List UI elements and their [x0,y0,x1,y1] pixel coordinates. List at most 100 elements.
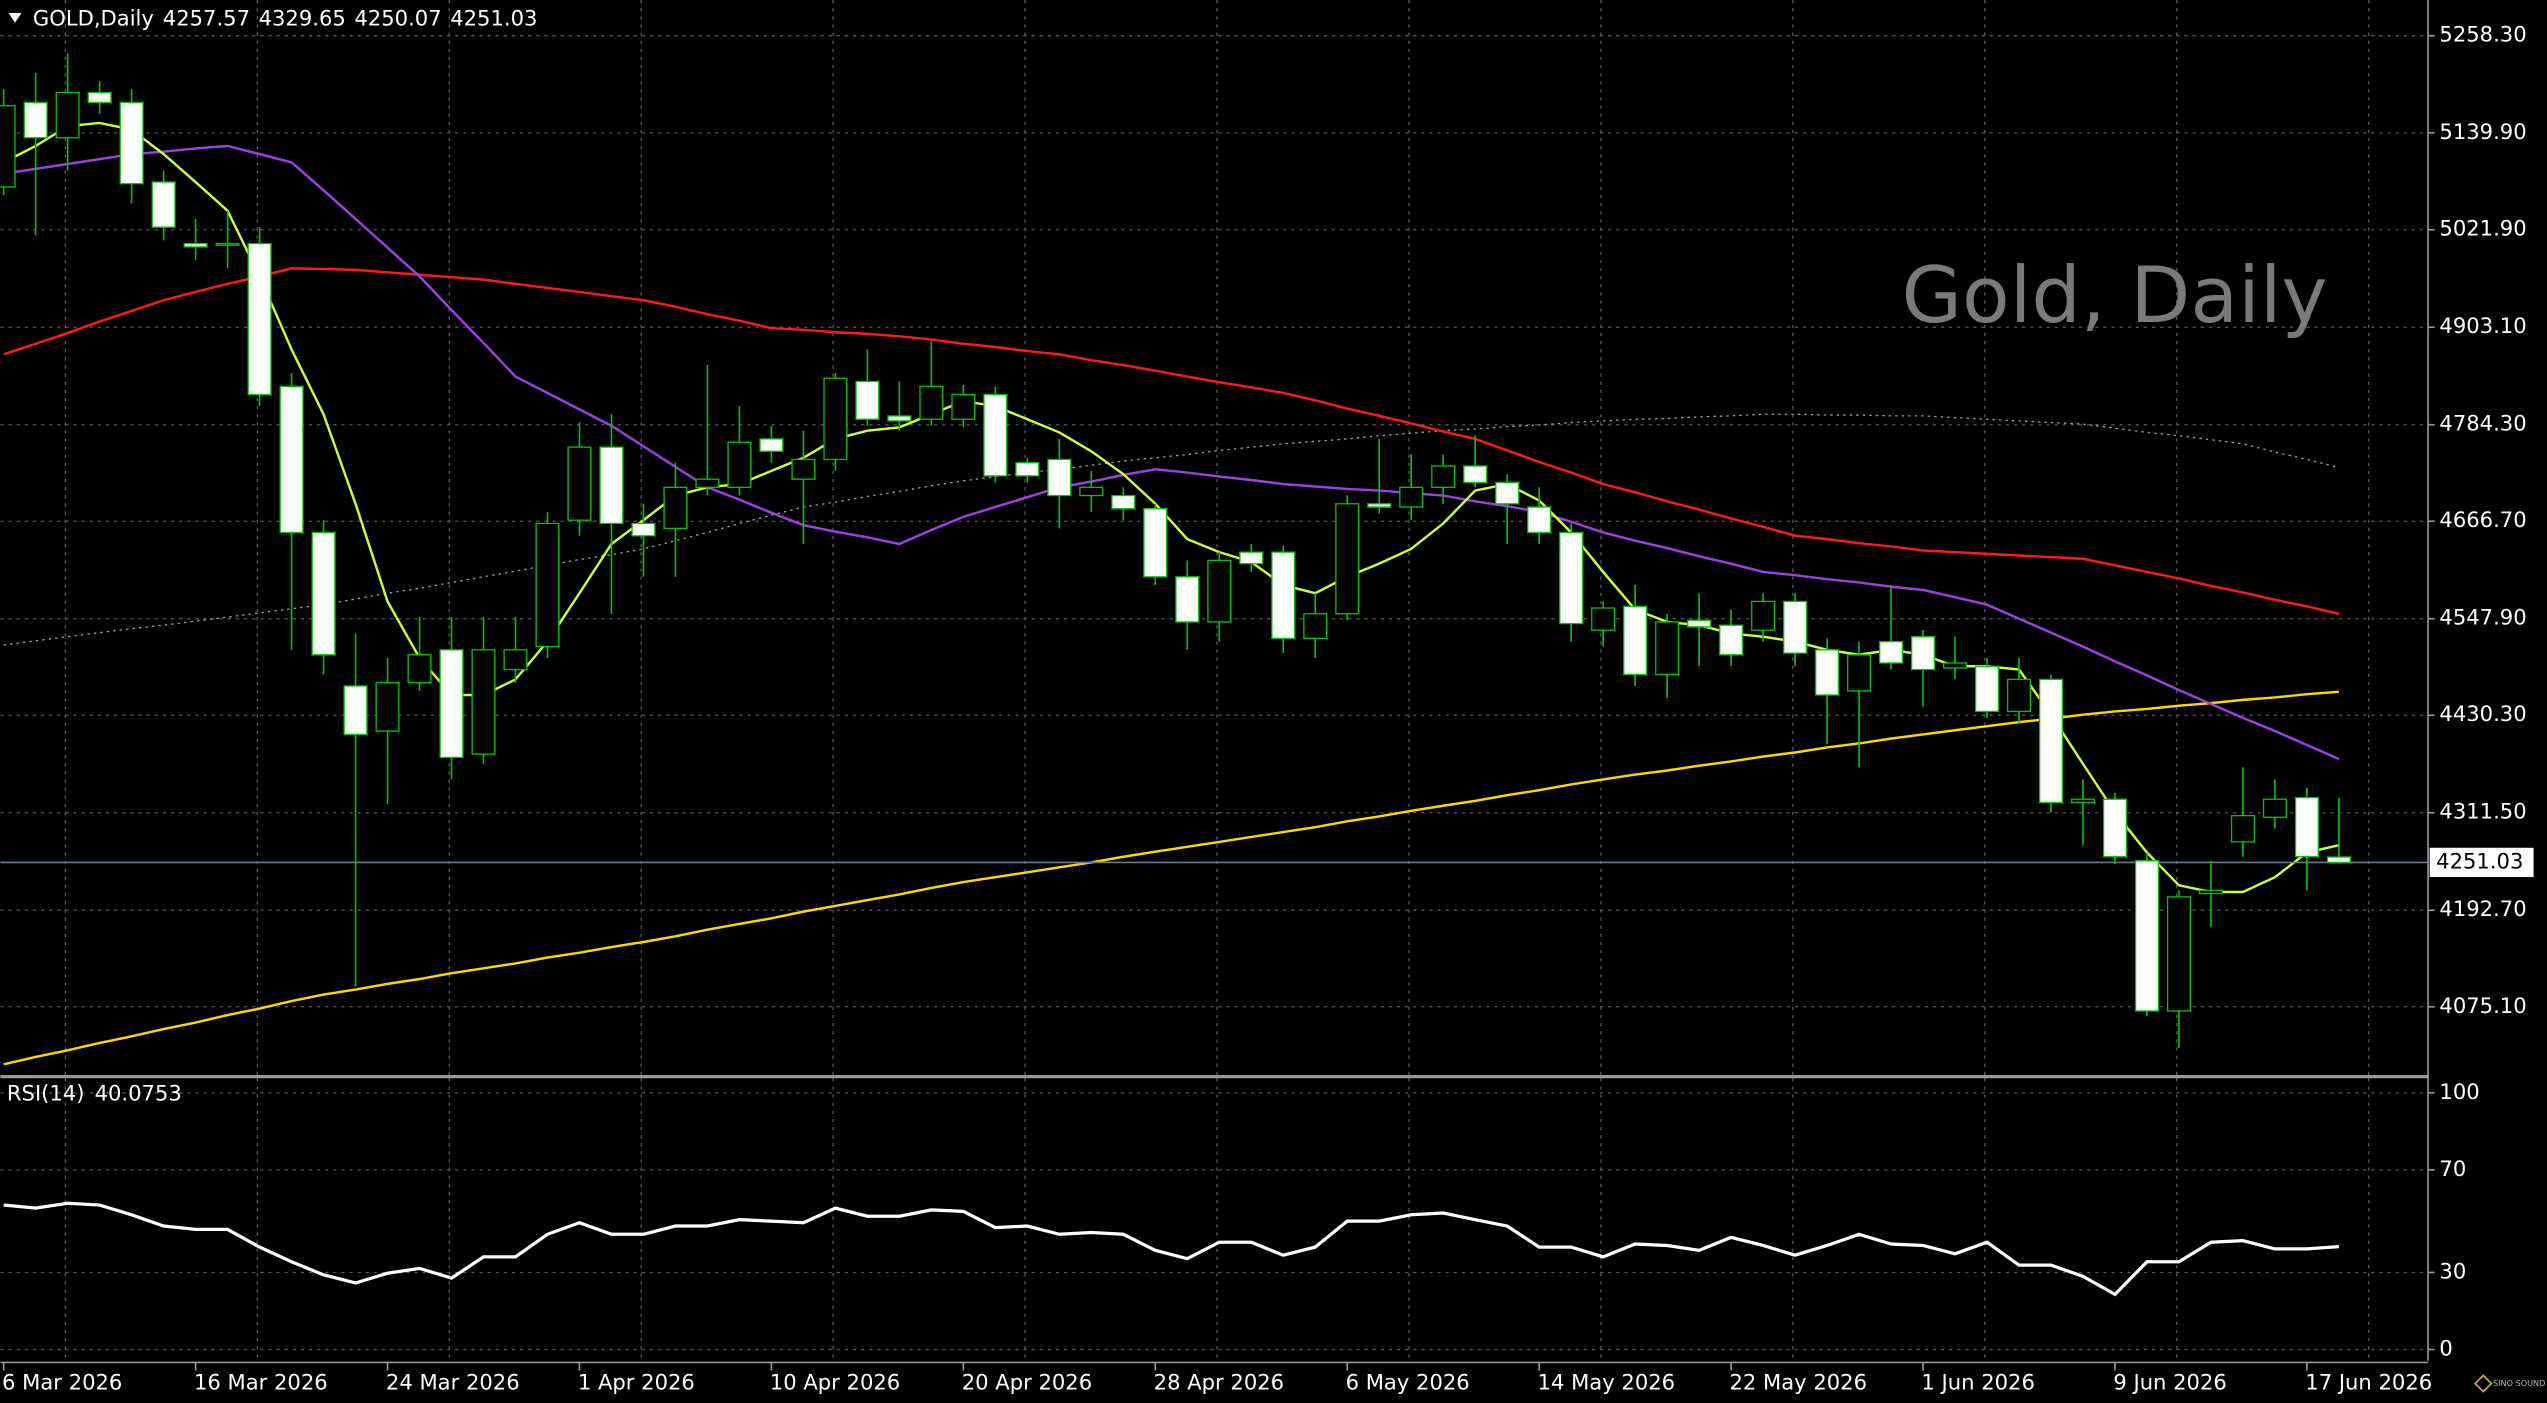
candle-body [1111,494,1136,510]
header-open: 4257.57 [163,5,250,30]
candle-body [2262,798,2287,818]
candle-body [1911,636,1936,671]
candle-body [1783,600,1808,654]
candle-body [1943,662,1968,669]
candle-body [1399,486,1424,508]
candle-body [1655,621,1680,676]
candle-body [2198,889,2223,895]
x-tick-label: 24 Mar 2026 [386,1370,520,1395]
x-tick-label: 9 Jun 2026 [2113,1370,2226,1395]
candle-body [1751,600,1776,631]
candles [0,53,2351,1048]
candle-body [1239,551,1264,565]
candle-body [1143,508,1168,578]
rsi-y-tick-label: 100 [2439,1079,2479,1104]
rsi-line [3,1201,2340,1297]
candle-body [503,649,528,671]
candle-body [1527,506,1552,534]
candle-body [1175,576,1200,623]
candle-body [2070,798,2096,804]
candle-body [439,649,464,759]
header-high: 4329.65 [259,5,346,30]
y-tick-label: 5139.90 [2439,119,2526,144]
candle-body [1015,462,1040,477]
y-tick-label: 5021.90 [2439,216,2526,241]
candle-body [1047,458,1072,497]
candle-body [1879,640,1904,664]
candle-body [1975,665,2000,713]
ma-line [3,413,2340,646]
candle-body [2102,798,2127,858]
candle-body [2038,678,2064,804]
ma-line [3,690,2339,1066]
candle-body [951,393,976,420]
candle-body [279,385,304,534]
candle-body [471,649,496,755]
candle-body [1367,503,1392,508]
header-low: 4250.07 [354,5,441,30]
candle-body [311,531,336,656]
x-tick-label: 16 Mar 2026 [194,1370,328,1395]
x-tick-label: 22 May 2026 [1729,1370,1867,1395]
lines [0,121,2429,1297]
rsi-y-tick-label: 0 [2439,1335,2452,1360]
candle-body [1463,465,1488,484]
x-tick-label: 14 May 2026 [1538,1370,1676,1395]
menu-triangle[interactable] [8,12,22,23]
rsi-y-tick-label: 30 [2439,1258,2466,1283]
candle-body [2230,814,2255,843]
candle-body [151,181,176,228]
candle-body [1559,531,1584,625]
candle-body [1303,613,1328,640]
candle-body [87,91,112,104]
candle-body [887,415,912,422]
candle-body [1495,481,1520,505]
y-tick-label: 4784.30 [2439,411,2526,436]
x-tick-label: 28 Apr 2026 [1154,1370,1284,1395]
candle-body [1815,649,1840,696]
candle-body [407,654,432,684]
candle-body [375,682,400,732]
header-close: 4251.03 [450,5,537,30]
candle-body [535,522,560,648]
y-tick-label: 4075.10 [2439,993,2526,1018]
candle-body [631,522,656,537]
candle-body [2134,860,2159,1012]
candle-body [1847,654,1872,692]
ma-line [3,267,2340,615]
y-tick-label: 4666.70 [2439,507,2526,532]
candle-body [1207,559,1232,623]
candle-body [759,438,784,452]
candle-body [247,242,272,396]
candle-body [55,91,80,139]
candle-body [1687,619,1712,628]
logo: SINO SOUND [2493,1378,2545,1388]
candle-body [663,486,688,530]
symbol: GOLD,Daily [33,5,154,30]
x-tick-label: 6 Mar 2026 [2,1370,122,1395]
candle-body [791,458,816,480]
y-tick-label: 4547.90 [2439,605,2526,630]
candle-body [2294,796,2319,858]
x-tick-label: 10 Apr 2026 [770,1370,900,1395]
ma-line [3,144,2340,761]
x-tick-label: 20 Apr 2026 [962,1370,1092,1395]
candle-body [1719,624,1744,656]
y-tick-label: 5258.30 [2439,22,2526,47]
candle-body [2326,856,2351,864]
candle-body [855,380,880,420]
candle-body [1335,503,1360,615]
price-tag [2429,847,2534,878]
candle-body [1431,465,1456,488]
candle-body [119,101,144,185]
x-tick-label: 1 Apr 2026 [578,1370,695,1395]
candle-body [215,242,240,246]
candle-body [599,446,624,525]
rsi-label: RSI(14) [7,1080,85,1105]
candle-body [1623,605,1648,676]
y-tick-label: 4430.30 [2439,701,2526,726]
x-tick-label: 1 Jun 2026 [1921,1370,2034,1395]
